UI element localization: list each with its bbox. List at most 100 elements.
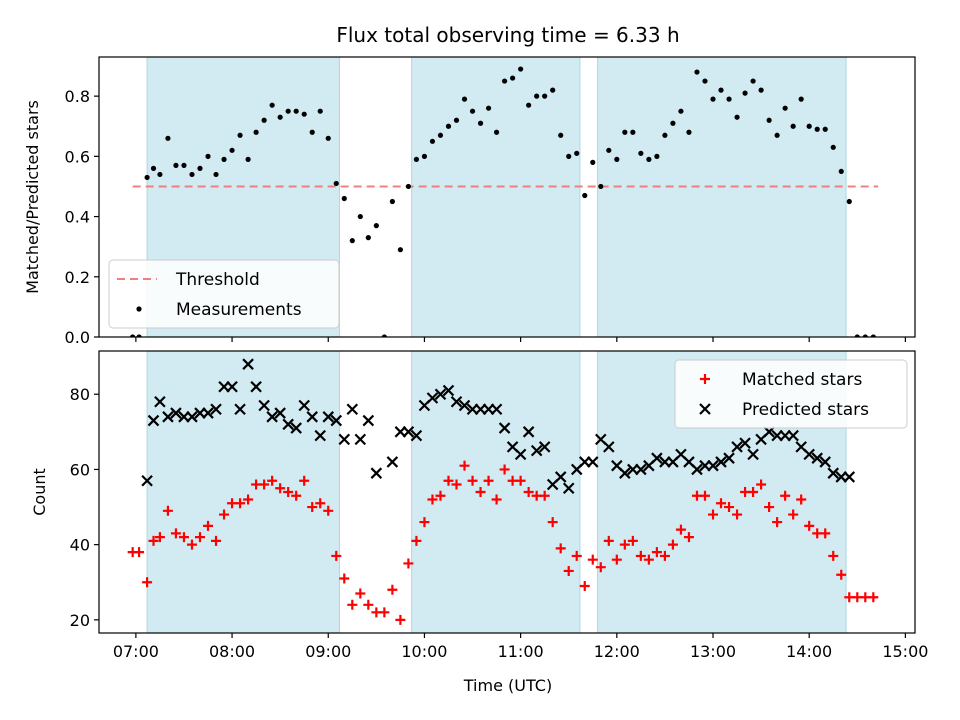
data-point: [782, 105, 788, 111]
legend: Threshold Measurements: [108, 259, 340, 329]
data-point: [429, 138, 436, 144]
data-point: [530, 444, 543, 457]
data-point: [210, 403, 222, 416]
data-point: [787, 429, 799, 442]
data-point: [426, 392, 439, 404]
data-point: [515, 475, 526, 486]
data-point: [221, 156, 227, 162]
data-point: [346, 403, 359, 416]
data-point: [386, 456, 399, 468]
data-point: [635, 463, 647, 476]
data-point: [518, 66, 524, 72]
y-tick-label: 20: [70, 611, 90, 630]
data-point: [226, 380, 238, 393]
data-point: [170, 407, 182, 419]
data-point: [266, 411, 278, 423]
data-point: [189, 171, 195, 178]
data-point: [301, 111, 307, 117]
data-point: [651, 547, 662, 558]
x-tick-label: 10:00: [401, 642, 447, 661]
data-point: [134, 547, 145, 558]
data-point: [822, 126, 828, 132]
data-point: [142, 577, 153, 588]
data-point: [419, 517, 430, 528]
data-point: [363, 599, 374, 610]
data-point: [258, 399, 270, 412]
data-point: [307, 502, 318, 513]
top-panel: 0.0 0.2 0.4 0.6 0.8 Matched/Predicted stars Th…: [23, 56, 916, 347]
data-point: [819, 456, 832, 468]
data-point: [571, 550, 582, 561]
data-point: [670, 120, 676, 126]
data-point: [638, 150, 644, 156]
data-point: [659, 550, 670, 561]
data-point: [362, 414, 375, 427]
data-point: [283, 487, 294, 497]
data-point: [136, 334, 142, 337]
data-point: [322, 411, 335, 423]
data-point: [451, 479, 462, 490]
data-point: [325, 135, 331, 141]
data-point: [811, 452, 823, 464]
data-point: [774, 132, 780, 138]
data-point: [475, 487, 486, 497]
data-point: [683, 532, 694, 543]
data-point: [630, 129, 636, 135]
y-tick-label: 80: [70, 385, 90, 404]
data-point: [491, 494, 502, 505]
data-point: [229, 147, 235, 153]
data-point: [554, 471, 567, 483]
data-point: [435, 490, 446, 501]
data-point: [651, 452, 663, 464]
data-point: [804, 520, 815, 531]
y-tick-label: 0.4: [65, 208, 90, 227]
data-point: [437, 132, 444, 138]
data-point: [803, 448, 815, 461]
data-point: [450, 395, 463, 408]
data-point: [235, 498, 246, 509]
data-point: [162, 505, 173, 516]
data-point: [498, 422, 511, 434]
data-point: [381, 334, 387, 337]
legend-handle-measurements: [136, 306, 142, 312]
y-axis-label: Count: [30, 468, 49, 516]
data-point: [691, 463, 703, 476]
data-point: [267, 475, 278, 486]
data-point: [178, 532, 189, 543]
data-point: [715, 456, 727, 468]
data-point: [453, 117, 460, 123]
data-point: [397, 247, 403, 253]
data-point: [836, 569, 847, 580]
data-point: [333, 180, 339, 187]
x-tick-label: 13:00: [690, 642, 736, 661]
legend: Matched stars Predicted stars: [674, 359, 908, 429]
data-point: [493, 129, 500, 135]
data-point: [274, 407, 286, 419]
data-point: [726, 96, 732, 102]
data-point: [622, 129, 628, 135]
data-point: [582, 192, 588, 199]
data-point: [724, 502, 735, 513]
data-point: [331, 550, 342, 561]
data-point: [194, 532, 205, 543]
data-point: [646, 156, 652, 162]
data-point: [678, 108, 684, 114]
y-tick-label: 0.6: [65, 147, 90, 166]
data-point: [290, 422, 302, 434]
data-point: [732, 509, 743, 520]
data-point: [694, 69, 700, 75]
data-point: [739, 437, 751, 449]
y-axis-label: Matched/Predicted stars: [23, 100, 42, 294]
data-point: [699, 490, 710, 501]
data-point: [619, 539, 630, 550]
data-point: [606, 147, 612, 153]
data-point: [627, 535, 638, 546]
data-point: [379, 607, 390, 618]
data-point: [202, 407, 214, 419]
data-point: [806, 123, 812, 129]
x-tick-label: 11:00: [498, 642, 544, 661]
data-point: [619, 467, 631, 479]
data-point: [349, 238, 355, 244]
